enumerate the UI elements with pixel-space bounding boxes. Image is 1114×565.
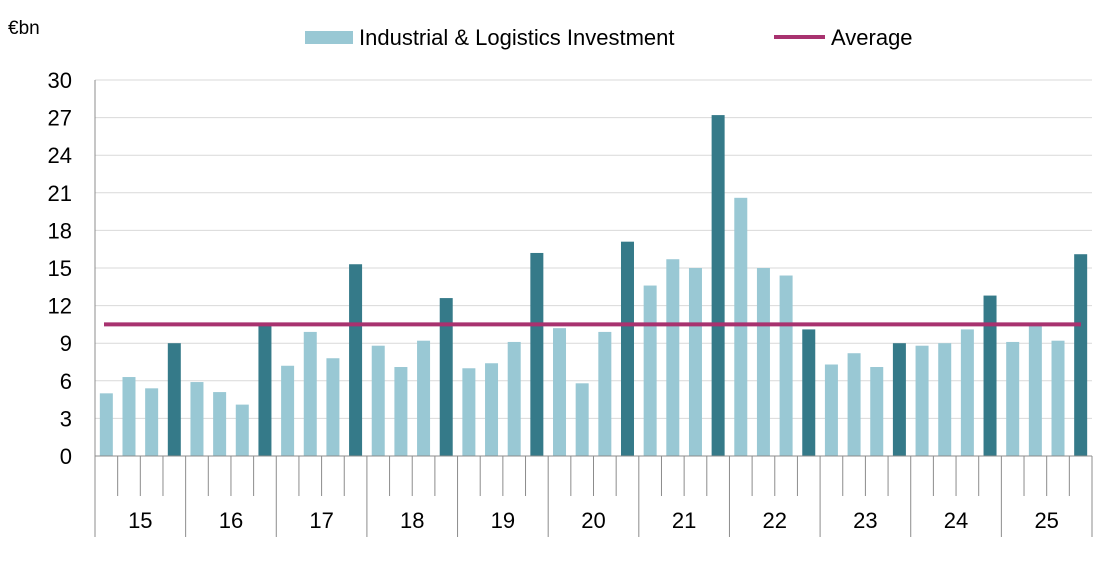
- bar: [666, 259, 680, 456]
- bar: [326, 358, 340, 456]
- x-year-label: 16: [219, 508, 243, 533]
- y-tick-label: 24: [48, 143, 72, 168]
- x-year-labels: 15 16 17 18 19 20 21 22 23 24 25: [128, 508, 1059, 533]
- x-year-label: 22: [763, 508, 787, 533]
- legend-bar-label: Industrial & Logistics Investment: [359, 25, 674, 50]
- y-tick-label: 6: [60, 369, 72, 394]
- x-year-label: 25: [1034, 508, 1058, 533]
- bar: [1074, 254, 1088, 456]
- bar: [756, 268, 770, 456]
- bar: [394, 367, 408, 456]
- bar: [983, 295, 997, 456]
- x-year-label: 18: [400, 508, 424, 533]
- x-year-label: 21: [672, 508, 696, 533]
- bar: [235, 404, 249, 456]
- bar: [824, 364, 838, 456]
- legend-bar-swatch: [305, 31, 353, 44]
- bar: [915, 345, 929, 456]
- legend-line-label: Average: [831, 25, 913, 50]
- bar: [99, 393, 113, 456]
- y-axis-label: €bn: [8, 18, 40, 39]
- bar: [620, 241, 634, 456]
- bar: [281, 365, 295, 456]
- y-tick-label: 18: [48, 218, 72, 243]
- bar: [122, 377, 136, 456]
- bar: [847, 353, 861, 456]
- y-tick-label: 9: [60, 331, 72, 356]
- y-tick-label: 0: [60, 444, 72, 469]
- y-tick-label: 30: [48, 68, 72, 93]
- bar: [688, 268, 702, 456]
- y-tick-label: 3: [60, 406, 72, 431]
- bar: [598, 331, 612, 456]
- bars: [99, 115, 1088, 457]
- bar: [167, 343, 181, 456]
- x-year-label: 15: [128, 508, 152, 533]
- bar: [417, 340, 431, 456]
- x-year-label: 23: [853, 508, 877, 533]
- bar: [643, 285, 657, 456]
- bar: [258, 324, 272, 456]
- bar: [530, 252, 544, 456]
- bar: [802, 329, 816, 456]
- y-tick-labels: 0 3 6 9 12 15 18 21 24 27 30: [48, 68, 72, 469]
- bar: [711, 115, 725, 457]
- x-year-label: 24: [944, 508, 968, 533]
- legend: Industrial & Logistics Investment Averag…: [305, 25, 913, 50]
- bar: [213, 392, 227, 456]
- bar: [553, 328, 567, 456]
- bar: [462, 368, 476, 456]
- bar: [870, 367, 884, 456]
- bar: [485, 363, 499, 456]
- bar: [303, 331, 317, 456]
- bar: [1006, 341, 1020, 456]
- bar: [145, 388, 159, 456]
- bar: [575, 383, 589, 456]
- y-tick-label: 27: [48, 106, 72, 131]
- bar: [1028, 324, 1042, 456]
- y-tick-label: 12: [48, 294, 72, 319]
- axes: [94, 80, 1093, 537]
- bar: [349, 264, 363, 456]
- x-year-label: 20: [581, 508, 605, 533]
- bar: [960, 329, 974, 456]
- bar: [190, 382, 204, 456]
- bar: [734, 197, 748, 456]
- bar: [439, 298, 453, 456]
- bar: [892, 343, 906, 456]
- bar: [507, 341, 521, 456]
- bar: [938, 343, 952, 456]
- bar: [779, 275, 793, 456]
- bar: [1051, 340, 1065, 456]
- y-tick-label: 15: [48, 256, 72, 281]
- x-year-label: 19: [491, 508, 515, 533]
- y-tick-label: 21: [48, 181, 72, 206]
- bar: [371, 345, 385, 456]
- x-year-label: 17: [309, 508, 333, 533]
